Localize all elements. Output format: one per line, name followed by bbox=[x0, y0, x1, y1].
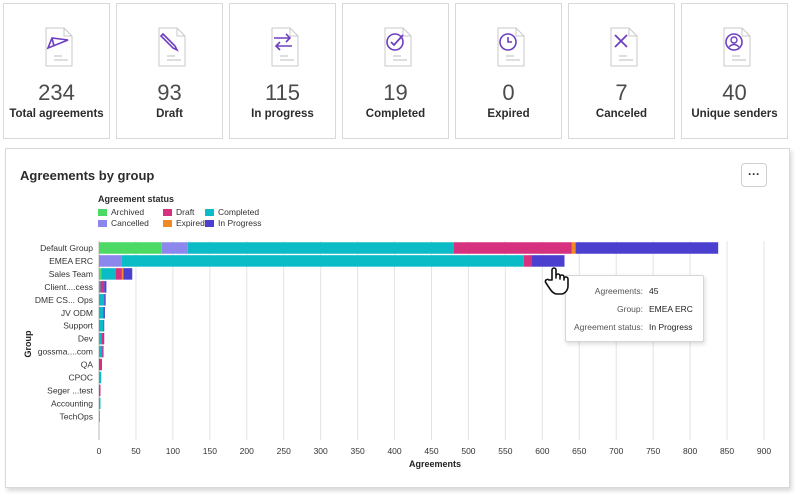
legend-swatch bbox=[98, 220, 107, 227]
tooltip-group-key: Group: bbox=[617, 304, 643, 314]
legend-item-in-progress[interactable]: In Progress bbox=[205, 218, 261, 228]
expired-clock-icon bbox=[497, 27, 525, 67]
bar-tooltip: Agreements: 45 Group: EMEA ERC Agreement… bbox=[565, 275, 704, 342]
tooltip-status-value: In Progress bbox=[649, 322, 693, 332]
legend-label: Draft bbox=[176, 207, 195, 217]
legend-label: Archived bbox=[111, 207, 145, 217]
kpi-label: Unique senders bbox=[691, 108, 778, 120]
canceled-x-icon bbox=[610, 27, 638, 67]
legend-item-cancelled[interactable]: Cancelled bbox=[98, 218, 149, 228]
kpi-card-total-agreements[interactable]: 234 Total agreements bbox=[3, 3, 110, 139]
legend-title: Agreement status bbox=[98, 194, 175, 204]
kpi-card-unique-senders[interactable]: 40 Unique senders bbox=[681, 3, 788, 139]
kpi-value: 93 bbox=[157, 80, 182, 105]
kpi-value: 40 bbox=[722, 80, 747, 105]
kpi-card-canceled[interactable]: 7 Canceled bbox=[568, 3, 675, 139]
kpi-value: 19 bbox=[383, 80, 408, 105]
kpi-card-draft[interactable]: 93 Draft bbox=[116, 3, 223, 139]
kpi-card-completed[interactable]: 19 Completed bbox=[342, 3, 449, 139]
legend-label: Cancelled bbox=[111, 218, 149, 228]
tooltip-group-value: EMEA ERC bbox=[649, 304, 693, 314]
tooltip-status-key: Agreement status: bbox=[574, 322, 643, 332]
completed-check-icon bbox=[384, 27, 412, 67]
tooltip-agreements-key: Agreements: bbox=[594, 286, 643, 296]
legend-item-archived[interactable]: Archived bbox=[98, 207, 144, 217]
legend-item-expired[interactable]: Expired bbox=[163, 218, 205, 228]
legend-label: Completed bbox=[218, 207, 260, 217]
in-progress-arrows-icon bbox=[271, 27, 299, 67]
legend-item-completed[interactable]: Completed bbox=[205, 207, 259, 217]
panel-title: Agreements by group bbox=[20, 168, 155, 183]
legend-swatch bbox=[163, 209, 172, 216]
unique-senders-user-icon bbox=[723, 27, 751, 67]
hand-pointer-icon bbox=[544, 267, 569, 295]
send-icon bbox=[45, 27, 73, 67]
kpi-label: Expired bbox=[487, 108, 530, 120]
kpi-value: 115 bbox=[264, 80, 301, 105]
kpi-value: 0 bbox=[502, 80, 515, 105]
kpi-label: Draft bbox=[156, 108, 183, 120]
kpi-label: Canceled bbox=[595, 108, 648, 120]
legend-swatch bbox=[205, 220, 214, 227]
legend-label: Expired bbox=[176, 218, 205, 228]
legend-swatch bbox=[205, 209, 214, 216]
kpi-label: Completed bbox=[365, 108, 426, 120]
kpi-card-expired[interactable]: 0 Expired bbox=[455, 3, 562, 139]
legend-label: In Progress bbox=[218, 218, 262, 228]
legend-item-draft[interactable]: Draft bbox=[163, 207, 194, 217]
more-options-button[interactable]: ··· bbox=[741, 163, 767, 187]
kpi-value: 234 bbox=[38, 80, 75, 105]
kpi-label: Total agreements bbox=[9, 108, 104, 120]
kpi-label: In progress bbox=[251, 108, 314, 120]
kpi-card-in-progress[interactable]: 115 In progress bbox=[229, 3, 336, 139]
draft-pen-icon bbox=[158, 27, 186, 67]
legend-swatch bbox=[98, 209, 107, 216]
kpi-value: 7 bbox=[615, 80, 628, 105]
tooltip-agreements-value: 45 bbox=[649, 286, 659, 296]
legend-swatch bbox=[163, 220, 172, 227]
